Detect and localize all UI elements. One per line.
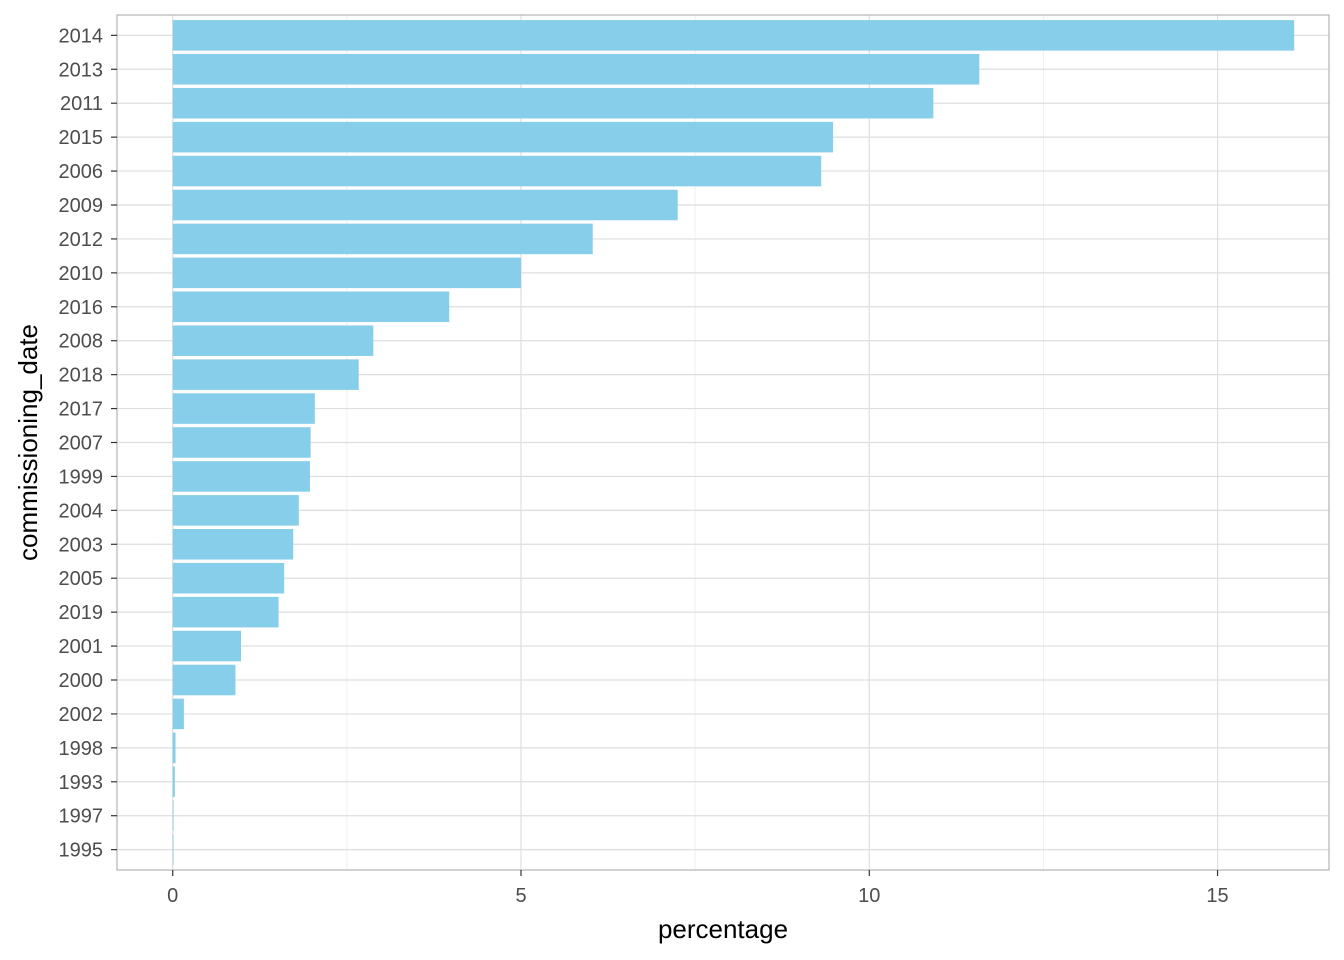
y-tick-label: 2003 [59,534,104,556]
bar-2008 [172,325,374,356]
y-tick-label: 2004 [59,500,104,522]
bar-2011 [172,87,934,119]
x-axis: 0 5 10 15 [167,870,1229,907]
y-tick-label: 2010 [59,263,104,285]
bar-2009 [172,189,678,221]
bar-1999 [172,461,310,492]
bar-2001 [172,630,241,662]
y-tick-label: 2016 [59,297,104,319]
bar-2013 [172,54,980,85]
y-tick-label: 2006 [59,161,104,183]
bar-2005 [172,562,285,594]
bar-2018 [172,359,359,390]
bar-2003 [172,529,294,560]
x-tick-label: 15 [1206,885,1228,907]
y-tick-label: 2002 [59,704,104,726]
bar-2004 [172,495,299,526]
y-tick-label: 2014 [59,25,104,47]
bar-2015 [172,121,834,153]
bar-2014 [172,20,1295,51]
bar-2017 [172,393,315,424]
bar-1993 [172,766,175,798]
y-axis-title: commissioning_date [13,324,43,561]
y-tick-label: 1993 [59,772,104,794]
bar-1997 [172,800,174,831]
bars [172,20,1295,865]
y-tick-label: 1999 [59,466,104,488]
y-tick-label: 2012 [59,229,104,251]
bar-2019 [172,596,279,628]
y-tick-label: 1995 [59,840,104,862]
bar-2007 [172,427,311,458]
y-tick-label: 2007 [59,433,104,455]
y-tick-label: 2015 [59,127,104,149]
x-tick-label: 0 [167,885,178,907]
y-tick-label: 2017 [59,399,104,421]
x-tick-label: 5 [515,885,526,907]
bar-1995 [172,834,174,865]
y-tick-label: 2013 [59,59,104,81]
x-axis-title: percentage [658,914,788,944]
y-tick-label: 1998 [59,738,104,760]
bar-2002 [172,698,184,730]
bar-2006 [172,155,822,187]
y-tick-label: 2005 [59,568,104,590]
bar-2016 [172,291,450,323]
y-tick-label: 2019 [59,602,104,624]
y-tick-label: 2011 [60,93,103,115]
y-tick-label: 2009 [59,195,104,217]
bar-1998 [172,732,176,764]
y-axis: 2014 2013 2011 2015 2006 2009 2012 2010 2016 2008… [59,25,117,862]
y-tick-label: 2008 [59,331,104,353]
bar-2010 [172,257,522,289]
y-tick-label: 1997 [59,806,104,828]
y-tick-label: 2000 [59,670,104,692]
bar-2012 [172,223,593,255]
x-tick-label: 10 [858,885,880,907]
y-tick-label: 2001 [59,636,104,658]
bar-2000 [172,664,236,696]
y-tick-label: 2018 [59,365,104,387]
